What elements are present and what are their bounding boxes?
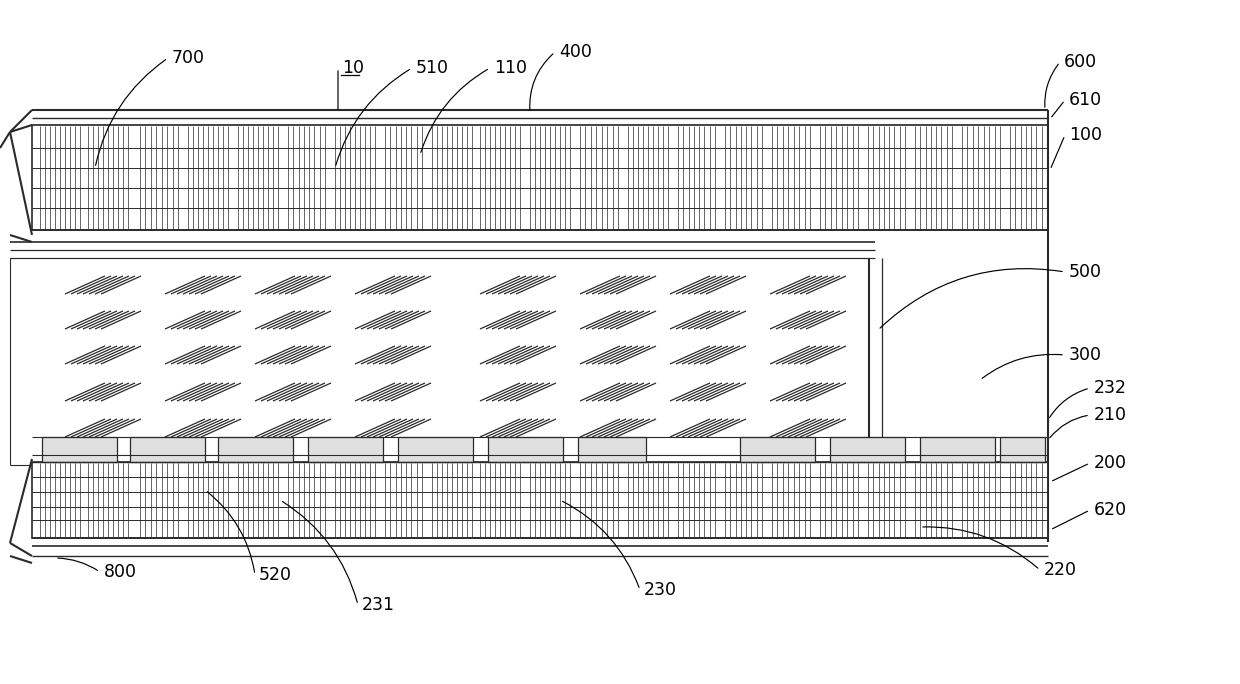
Text: 400: 400 xyxy=(559,43,591,61)
Bar xyxy=(578,437,646,462)
Text: 10: 10 xyxy=(342,59,365,77)
Bar xyxy=(32,462,1048,538)
Text: 510: 510 xyxy=(415,59,449,77)
Text: 800: 800 xyxy=(104,563,136,581)
Text: 230: 230 xyxy=(644,581,677,599)
Bar xyxy=(999,437,1045,462)
Bar xyxy=(920,437,994,462)
Text: 232: 232 xyxy=(1094,379,1127,397)
Text: 500: 500 xyxy=(1069,263,1102,281)
Text: 610: 610 xyxy=(1069,91,1102,109)
Bar xyxy=(42,437,117,462)
Bar xyxy=(32,125,1048,230)
Text: 700: 700 xyxy=(172,49,205,67)
Bar xyxy=(740,437,815,462)
Bar xyxy=(830,437,905,462)
Text: 210: 210 xyxy=(1094,406,1127,424)
Text: 220: 220 xyxy=(1044,561,1078,579)
Text: 231: 231 xyxy=(362,596,396,614)
Text: 300: 300 xyxy=(1069,346,1102,364)
Text: 110: 110 xyxy=(494,59,527,77)
Text: 520: 520 xyxy=(259,566,291,584)
Bar xyxy=(398,437,472,462)
Text: 620: 620 xyxy=(1094,501,1127,519)
Bar xyxy=(308,437,383,462)
Text: 200: 200 xyxy=(1094,454,1127,472)
Text: 100: 100 xyxy=(1069,126,1102,144)
Bar xyxy=(218,437,293,462)
Bar xyxy=(489,437,563,462)
Bar xyxy=(130,437,205,462)
Text: 600: 600 xyxy=(1064,53,1097,71)
